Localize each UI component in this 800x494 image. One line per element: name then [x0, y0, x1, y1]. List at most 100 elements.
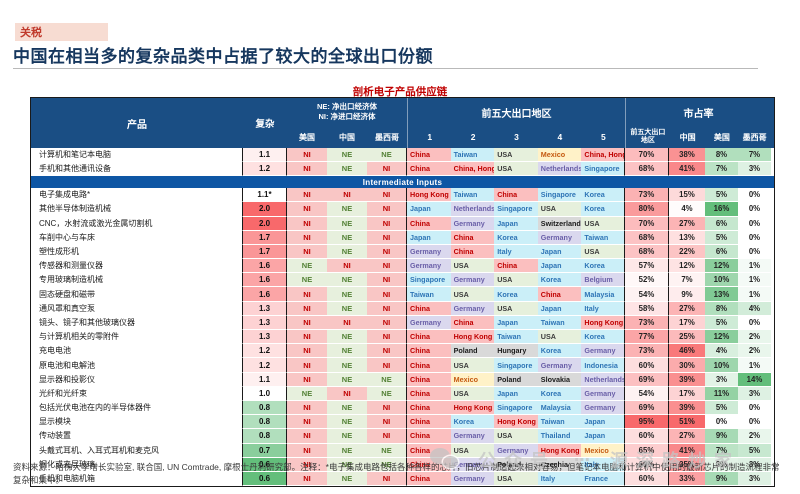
- region-cell: Italy: [581, 457, 625, 472]
- net-trade-cell: NE: [327, 372, 367, 387]
- share-cell: 2%: [737, 330, 771, 345]
- share-cell: 73%: [624, 188, 669, 203]
- complexity-cell: 1.6: [243, 287, 287, 302]
- region-cell: Germany: [407, 244, 451, 260]
- complexity-cell: 1.1: [243, 372, 287, 387]
- table-row: 头戴式耳机、入耳式耳机和麦克风 0.7 NI NE NE China USA Germany H…: [31, 443, 774, 458]
- share-cell: 3%: [704, 372, 738, 387]
- net-trade-cell: NI: [287, 415, 327, 430]
- region-cell: Singapore: [581, 162, 625, 177]
- product-name: CNC，水射流或激光金属切割机: [31, 216, 243, 231]
- net-trade-cell: NI: [287, 148, 327, 163]
- product-name: 钢化或夹层玻璃: [31, 457, 243, 472]
- region-cell: Korea: [494, 287, 538, 302]
- table-row: 电子集成电路* 1.1* NI NI NI Hong Kong Taiwan China Sin…: [31, 188, 774, 203]
- complexity-cell: 0.6: [243, 457, 287, 472]
- share-cell: 68%: [624, 244, 669, 260]
- net-trade-cell: NE: [327, 301, 367, 316]
- region-cell: Korea: [537, 386, 582, 401]
- header-rank: 1: [427, 132, 433, 142]
- share-cell: 3%: [737, 471, 771, 487]
- header-country: 墨西哥: [375, 132, 399, 142]
- header-rank: 2: [470, 132, 476, 142]
- region-cell: Singapore: [494, 400, 538, 416]
- share-cell: 1%: [737, 358, 771, 373]
- region-cell: Japan: [407, 230, 451, 245]
- region-cell: Germany: [407, 259, 451, 274]
- share-cell: 69%: [624, 372, 669, 387]
- region-cell: USA: [450, 287, 495, 302]
- region-cell: Japan: [407, 202, 451, 217]
- product-name: 与计算机相关的零附件: [31, 330, 243, 345]
- net-trade-cell: NE: [327, 148, 367, 163]
- share-cell: 11%: [704, 386, 738, 401]
- share-cell: 17%: [668, 386, 705, 401]
- table-row: 传动装置 0.8 NI NE NI China Germany USA Thailand Japa…: [31, 429, 774, 444]
- region-cell: Taiwan: [537, 415, 582, 430]
- product-name: 原电池和电解池: [31, 358, 243, 373]
- share-cell: 12%: [668, 259, 705, 274]
- table-row: 原电池和电解池 1.2 NI NE NI China USA Singapore Germany…: [31, 358, 774, 373]
- region-cell: China: [494, 188, 538, 203]
- net-trade-cell: NI: [367, 216, 407, 231]
- header-share-col: 前五大出口地区: [630, 128, 666, 144]
- share-cell: 4%: [704, 344, 738, 359]
- share-cell: 9%: [668, 287, 705, 302]
- region-cell: Germany: [450, 216, 495, 231]
- region-cell: Korea: [494, 230, 538, 245]
- region-cell: Hong Kong: [494, 415, 538, 430]
- table-row: 充电电池 1.2 NI NE NI China Poland Hungary Korea Germ…: [31, 344, 774, 359]
- complexity-cell: 0.8: [243, 415, 287, 430]
- table-row: 手机和电脑机箱 0.6 NI NE NI China Germany USA Italy Fran…: [31, 471, 774, 487]
- header-complexity: 复杂: [255, 119, 275, 130]
- region-cell: Slovakia: [537, 372, 582, 387]
- complexity-cell: 1.1*: [243, 188, 287, 203]
- complexity-cell: 0.8: [243, 400, 287, 416]
- region-cell: Korea: [581, 202, 625, 217]
- region-cell: Belgium: [581, 273, 625, 288]
- header-rank: 4: [557, 132, 563, 142]
- share-cell: 95%: [624, 415, 669, 430]
- share-cell: 70%: [624, 216, 669, 231]
- complexity-cell: 2.0: [243, 202, 287, 217]
- region-cell: China, Hong K: [581, 148, 625, 163]
- region-cell: USA: [494, 429, 538, 444]
- share-cell: 3%: [737, 386, 771, 401]
- region-cell: Italy: [537, 471, 582, 487]
- share-cell: 35%: [668, 457, 705, 472]
- share-cell: 33%: [668, 471, 705, 487]
- share-cell: 16%: [704, 202, 738, 217]
- share-cell: 0%: [737, 315, 771, 331]
- complexity-cell: 1.2: [243, 344, 287, 359]
- header-share-col: 中国: [679, 132, 696, 142]
- share-cell: 60%: [624, 358, 669, 373]
- net-trade-cell: NE: [367, 372, 407, 387]
- region-cell: France: [581, 471, 625, 487]
- region-cell: China: [407, 344, 451, 359]
- net-trade-cell: NI: [287, 443, 327, 458]
- share-cell: 0%: [737, 230, 771, 245]
- region-cell: Germany: [450, 301, 495, 316]
- region-cell: USA: [581, 216, 625, 231]
- product-name: 计算机和笔记本电脑: [31, 148, 243, 163]
- region-cell: Singapore: [494, 202, 538, 217]
- region-cell: Germany: [450, 471, 495, 487]
- net-trade-cell: NE: [367, 148, 407, 163]
- net-trade-cell: NI: [367, 188, 407, 203]
- net-trade-cell: NI: [287, 344, 327, 359]
- region-cell: USA: [450, 443, 495, 458]
- region-cell: Malaysia: [581, 287, 625, 302]
- region-cell: Germany: [581, 386, 625, 401]
- product-name: 光纤和光纤束: [31, 386, 243, 401]
- region-cell: China: [450, 230, 495, 245]
- header-share-col: 美国: [713, 132, 730, 142]
- share-cell: 1%: [737, 273, 771, 288]
- share-cell: 5%: [704, 188, 738, 203]
- region-cell: Hong Kong: [407, 188, 451, 203]
- share-cell: 5%: [737, 443, 771, 458]
- product-name: 电子集成电路*: [31, 188, 243, 203]
- share-cell: 41%: [668, 443, 705, 458]
- share-cell: 30%: [668, 358, 705, 373]
- net-trade-cell: NI: [287, 471, 327, 487]
- region-cell: Germany: [450, 429, 495, 444]
